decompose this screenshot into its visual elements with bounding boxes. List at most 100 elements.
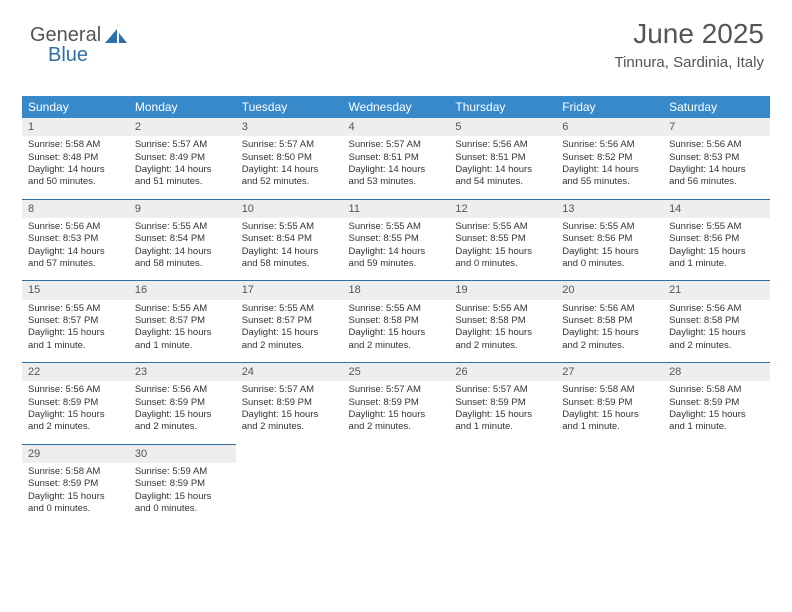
daylight-line: Daylight: 15 hours and 2 minutes.: [455, 327, 550, 352]
day-content-cell: Sunrise: 5:57 AMSunset: 8:49 PMDaylight:…: [129, 136, 236, 199]
sunset-line: Sunset: 8:59 PM: [135, 397, 230, 409]
header-right: June 2025 Tinnura, Sardinia, Italy: [614, 18, 764, 71]
weekday-header: Sunday: [22, 96, 129, 118]
daylight-line: Daylight: 15 hours and 2 minutes.: [242, 327, 337, 352]
day-content-cell: Sunrise: 5:55 AMSunset: 8:54 PMDaylight:…: [129, 218, 236, 281]
daylight-line: Daylight: 14 hours and 53 minutes.: [349, 164, 444, 189]
day-number-cell: 21: [663, 281, 770, 300]
day-content-cell: Sunrise: 5:58 AMSunset: 8:48 PMDaylight:…: [22, 136, 129, 199]
day-content-cell: Sunrise: 5:56 AMSunset: 8:58 PMDaylight:…: [556, 300, 663, 363]
day-content-cell: Sunrise: 5:55 AMSunset: 8:57 PMDaylight:…: [236, 300, 343, 363]
daylight-line: Daylight: 14 hours and 56 minutes.: [669, 164, 764, 189]
day-number-cell: 17: [236, 281, 343, 300]
day-number-cell: [556, 444, 663, 463]
sunset-line: Sunset: 8:57 PM: [28, 315, 123, 327]
sunrise-line: Sunrise: 5:58 AM: [28, 139, 123, 151]
day-content-row: Sunrise: 5:56 AMSunset: 8:59 PMDaylight:…: [22, 381, 770, 444]
sunrise-line: Sunrise: 5:56 AM: [669, 303, 764, 315]
weekday-header: Monday: [129, 96, 236, 118]
daylight-line: Daylight: 15 hours and 1 minute.: [28, 327, 123, 352]
sunrise-line: Sunrise: 5:58 AM: [669, 384, 764, 396]
sunrise-line: Sunrise: 5:55 AM: [349, 221, 444, 233]
daylight-line: Daylight: 15 hours and 0 minutes.: [28, 491, 123, 516]
daylight-line: Daylight: 15 hours and 2 minutes.: [242, 409, 337, 434]
sunset-line: Sunset: 8:56 PM: [669, 233, 764, 245]
sunrise-line: Sunrise: 5:57 AM: [349, 139, 444, 151]
daylight-line: Daylight: 14 hours and 50 minutes.: [28, 164, 123, 189]
day-content-cell: Sunrise: 5:56 AMSunset: 8:53 PMDaylight:…: [22, 218, 129, 281]
day-content-cell: Sunrise: 5:58 AMSunset: 8:59 PMDaylight:…: [663, 381, 770, 444]
day-number-cell: 16: [129, 281, 236, 300]
day-content-cell: [556, 463, 663, 525]
sunset-line: Sunset: 8:57 PM: [242, 315, 337, 327]
day-content-cell: Sunrise: 5:55 AMSunset: 8:54 PMDaylight:…: [236, 218, 343, 281]
daylight-line: Daylight: 15 hours and 2 minutes.: [349, 409, 444, 434]
daylight-line: Daylight: 14 hours and 54 minutes.: [455, 164, 550, 189]
daylight-line: Daylight: 15 hours and 2 minutes.: [135, 409, 230, 434]
day-number-cell: 27: [556, 363, 663, 382]
day-number-cell: 5: [449, 118, 556, 136]
day-content-row: Sunrise: 5:58 AMSunset: 8:48 PMDaylight:…: [22, 136, 770, 199]
day-number-cell: 8: [22, 199, 129, 218]
sunrise-line: Sunrise: 5:55 AM: [455, 303, 550, 315]
sunset-line: Sunset: 8:52 PM: [562, 152, 657, 164]
sunset-line: Sunset: 8:59 PM: [455, 397, 550, 409]
sunrise-line: Sunrise: 5:59 AM: [135, 466, 230, 478]
day-content-row: Sunrise: 5:56 AMSunset: 8:53 PMDaylight:…: [22, 218, 770, 281]
sunrise-line: Sunrise: 5:55 AM: [28, 303, 123, 315]
weekday-header: Tuesday: [236, 96, 343, 118]
day-number-cell: 6: [556, 118, 663, 136]
sunset-line: Sunset: 8:59 PM: [669, 397, 764, 409]
day-number-cell: 11: [343, 199, 450, 218]
sunrise-line: Sunrise: 5:55 AM: [135, 303, 230, 315]
day-content-cell: Sunrise: 5:58 AMSunset: 8:59 PMDaylight:…: [556, 381, 663, 444]
day-number-cell: 26: [449, 363, 556, 382]
day-number-cell: 9: [129, 199, 236, 218]
day-content-cell: [449, 463, 556, 525]
daylight-line: Daylight: 15 hours and 2 minutes.: [349, 327, 444, 352]
daylight-line: Daylight: 15 hours and 1 minute.: [669, 246, 764, 271]
sunset-line: Sunset: 8:55 PM: [455, 233, 550, 245]
day-content-cell: [236, 463, 343, 525]
day-number-cell: 20: [556, 281, 663, 300]
day-number-cell: 18: [343, 281, 450, 300]
sunset-line: Sunset: 8:57 PM: [135, 315, 230, 327]
daylight-line: Daylight: 14 hours and 52 minutes.: [242, 164, 337, 189]
sunrise-line: Sunrise: 5:55 AM: [242, 303, 337, 315]
sunrise-line: Sunrise: 5:56 AM: [28, 384, 123, 396]
sunset-line: Sunset: 8:58 PM: [562, 315, 657, 327]
day-content-cell: Sunrise: 5:57 AMSunset: 8:59 PMDaylight:…: [449, 381, 556, 444]
sunset-line: Sunset: 8:54 PM: [242, 233, 337, 245]
sunset-line: Sunset: 8:49 PM: [135, 152, 230, 164]
daylight-line: Daylight: 15 hours and 1 minute.: [455, 409, 550, 434]
day-number-cell: [449, 444, 556, 463]
day-content-cell: Sunrise: 5:55 AMSunset: 8:56 PMDaylight:…: [663, 218, 770, 281]
day-content-cell: Sunrise: 5:56 AMSunset: 8:52 PMDaylight:…: [556, 136, 663, 199]
day-number-cell: 19: [449, 281, 556, 300]
daylight-line: Daylight: 14 hours and 58 minutes.: [242, 246, 337, 271]
day-content-cell: Sunrise: 5:55 AMSunset: 8:55 PMDaylight:…: [449, 218, 556, 281]
day-number-cell: 10: [236, 199, 343, 218]
sunset-line: Sunset: 8:59 PM: [562, 397, 657, 409]
day-content-cell: Sunrise: 5:57 AMSunset: 8:59 PMDaylight:…: [343, 381, 450, 444]
sunrise-line: Sunrise: 5:55 AM: [349, 303, 444, 315]
day-number-cell: 12: [449, 199, 556, 218]
day-number-row: 2930: [22, 444, 770, 463]
sunrise-line: Sunrise: 5:56 AM: [669, 139, 764, 151]
day-number-cell: [343, 444, 450, 463]
weekday-header: Wednesday: [343, 96, 450, 118]
day-content-cell: Sunrise: 5:57 AMSunset: 8:50 PMDaylight:…: [236, 136, 343, 199]
sunrise-line: Sunrise: 5:55 AM: [562, 221, 657, 233]
day-content-cell: Sunrise: 5:55 AMSunset: 8:55 PMDaylight:…: [343, 218, 450, 281]
sunrise-line: Sunrise: 5:56 AM: [28, 221, 123, 233]
day-content-cell: Sunrise: 5:56 AMSunset: 8:53 PMDaylight:…: [663, 136, 770, 199]
day-number-cell: 2: [129, 118, 236, 136]
day-content-cell: Sunrise: 5:56 AMSunset: 8:59 PMDaylight:…: [129, 381, 236, 444]
day-number-cell: 28: [663, 363, 770, 382]
day-content-cell: Sunrise: 5:59 AMSunset: 8:59 PMDaylight:…: [129, 463, 236, 525]
sunrise-line: Sunrise: 5:57 AM: [242, 384, 337, 396]
day-content-cell: [663, 463, 770, 525]
daylight-line: Daylight: 15 hours and 2 minutes.: [28, 409, 123, 434]
sunrise-line: Sunrise: 5:55 AM: [669, 221, 764, 233]
sunset-line: Sunset: 8:58 PM: [669, 315, 764, 327]
